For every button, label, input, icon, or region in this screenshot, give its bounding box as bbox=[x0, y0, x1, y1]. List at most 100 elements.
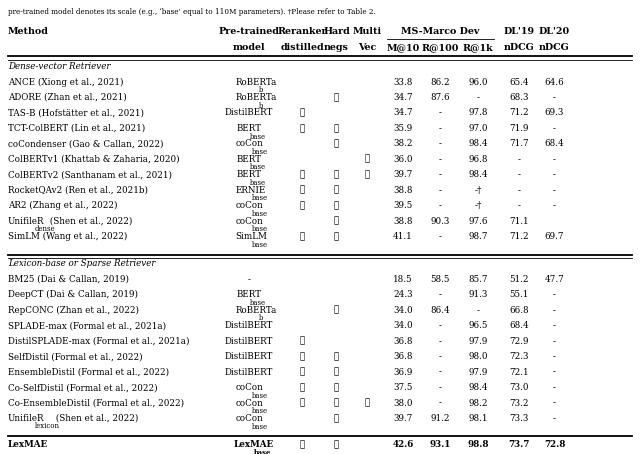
Text: -: - bbox=[439, 291, 442, 299]
Text: BERT: BERT bbox=[237, 170, 262, 179]
Text: -: - bbox=[553, 321, 556, 330]
Text: 97.9: 97.9 bbox=[468, 368, 488, 377]
Text: SimLM: SimLM bbox=[235, 232, 267, 241]
Text: 98.4: 98.4 bbox=[468, 139, 488, 148]
Text: DistilBERT: DistilBERT bbox=[225, 321, 273, 330]
Text: 24.3: 24.3 bbox=[393, 291, 413, 299]
Text: 41.1: 41.1 bbox=[393, 232, 413, 241]
Text: coCondenser (Gao & Callan, 2022): coCondenser (Gao & Callan, 2022) bbox=[8, 139, 163, 148]
Text: base: base bbox=[252, 423, 268, 430]
Text: 36.0: 36.0 bbox=[393, 155, 413, 164]
Text: 97.6: 97.6 bbox=[468, 217, 488, 226]
Text: -: - bbox=[553, 170, 556, 179]
Text: SimLM (Wang et al., 2022): SimLM (Wang et al., 2022) bbox=[8, 232, 127, 241]
Text: ColBERTv1 (Khattab & Zaharia, 2020): ColBERTv1 (Khattab & Zaharia, 2020) bbox=[8, 155, 179, 164]
Text: LexMAE: LexMAE bbox=[234, 440, 274, 449]
Text: 97.0: 97.0 bbox=[468, 124, 488, 133]
Text: -: - bbox=[553, 306, 556, 315]
Text: -: - bbox=[439, 124, 442, 133]
Text: RoBERTa: RoBERTa bbox=[236, 78, 277, 87]
Text: Co-EnsembleDistil (Formal et al., 2022): Co-EnsembleDistil (Formal et al., 2022) bbox=[8, 399, 184, 408]
Text: SelfDistil (Formal et al., 2022): SelfDistil (Formal et al., 2022) bbox=[8, 352, 142, 361]
Text: R@1k: R@1k bbox=[463, 43, 493, 52]
Text: -: - bbox=[553, 414, 556, 423]
Text: TCT-ColBERT (Lin et al., 2021): TCT-ColBERT (Lin et al., 2021) bbox=[8, 124, 145, 133]
Text: ✓: ✓ bbox=[334, 352, 339, 361]
Text: -: - bbox=[553, 368, 556, 377]
Text: ✓: ✓ bbox=[300, 337, 305, 345]
Text: -: - bbox=[439, 337, 442, 345]
Text: -: - bbox=[553, 352, 556, 361]
Text: -: - bbox=[439, 139, 442, 148]
Text: base: base bbox=[252, 210, 268, 218]
Text: 96.8: 96.8 bbox=[468, 155, 488, 164]
Text: -: - bbox=[439, 109, 442, 118]
Text: ✓: ✓ bbox=[334, 232, 339, 241]
Text: 68.4: 68.4 bbox=[509, 321, 529, 330]
Text: 98.8: 98.8 bbox=[467, 440, 489, 449]
Text: 37.5: 37.5 bbox=[393, 383, 413, 392]
Text: -: - bbox=[553, 201, 556, 210]
Text: 71.9: 71.9 bbox=[509, 124, 529, 133]
Text: 64.6: 64.6 bbox=[545, 78, 564, 87]
Text: 68.3: 68.3 bbox=[509, 93, 529, 102]
Text: coCon: coCon bbox=[235, 399, 263, 408]
Text: -: - bbox=[477, 306, 479, 315]
Text: nDCG: nDCG bbox=[504, 43, 534, 52]
Text: ✓: ✓ bbox=[334, 217, 339, 226]
Text: 36.8: 36.8 bbox=[393, 337, 413, 345]
Text: Multi: Multi bbox=[353, 27, 381, 36]
Text: 35.9: 35.9 bbox=[393, 124, 412, 133]
Text: -: - bbox=[247, 275, 250, 284]
Text: b: b bbox=[259, 315, 263, 322]
Text: base: base bbox=[252, 392, 268, 400]
Text: 71.2: 71.2 bbox=[509, 109, 529, 118]
Text: ✓: ✓ bbox=[334, 201, 339, 210]
Text: 47.7: 47.7 bbox=[545, 275, 564, 284]
Text: (Shen et al., 2022): (Shen et al., 2022) bbox=[47, 217, 132, 226]
Text: 55.1: 55.1 bbox=[509, 291, 529, 299]
Text: -: - bbox=[439, 186, 442, 195]
Text: 91.3: 91.3 bbox=[468, 291, 488, 299]
Text: lexicon: lexicon bbox=[35, 422, 60, 430]
Text: Reranker: Reranker bbox=[277, 27, 327, 36]
Text: 33.8: 33.8 bbox=[393, 78, 413, 87]
Text: 72.3: 72.3 bbox=[509, 352, 529, 361]
Text: ✓: ✓ bbox=[300, 186, 305, 195]
Text: negs: negs bbox=[324, 43, 349, 52]
Text: ✓: ✓ bbox=[334, 124, 339, 133]
Text: 72.9: 72.9 bbox=[509, 337, 529, 345]
Text: -: - bbox=[517, 170, 520, 179]
Text: 69.7: 69.7 bbox=[545, 232, 564, 241]
Text: (Shen et al., 2022): (Shen et al., 2022) bbox=[52, 414, 138, 423]
Text: DistilSPLADE-max (Formal et al., 2021a): DistilSPLADE-max (Formal et al., 2021a) bbox=[8, 337, 189, 345]
Text: -: - bbox=[553, 124, 556, 133]
Text: RoBERTa: RoBERTa bbox=[236, 306, 277, 315]
Text: ✓: ✓ bbox=[300, 109, 305, 118]
Text: Hard: Hard bbox=[323, 27, 350, 36]
Text: BERT: BERT bbox=[237, 124, 262, 133]
Text: base: base bbox=[250, 133, 266, 140]
Text: -: - bbox=[439, 352, 442, 361]
Text: base: base bbox=[252, 241, 268, 249]
Text: ✓: ✓ bbox=[334, 414, 339, 423]
Text: -: - bbox=[553, 155, 556, 164]
Text: 97.9: 97.9 bbox=[468, 337, 488, 345]
Text: DistilBERT: DistilBERT bbox=[225, 109, 273, 118]
Text: ✓: ✓ bbox=[300, 440, 305, 449]
Text: Co-SelfDistil (Formal et al., 2022): Co-SelfDistil (Formal et al., 2022) bbox=[8, 383, 157, 392]
Text: 98.2: 98.2 bbox=[468, 399, 488, 408]
Text: -: - bbox=[517, 201, 520, 210]
Text: -: - bbox=[439, 368, 442, 377]
Text: BERT: BERT bbox=[237, 291, 262, 299]
Text: 98.4: 98.4 bbox=[468, 383, 488, 392]
Text: dense: dense bbox=[35, 225, 55, 232]
Text: 36.8: 36.8 bbox=[393, 352, 413, 361]
Text: 98.1: 98.1 bbox=[468, 414, 488, 423]
Text: 73.0: 73.0 bbox=[509, 383, 529, 392]
Text: ANCE (Xiong et al., 2021): ANCE (Xiong et al., 2021) bbox=[8, 78, 124, 87]
Text: 90.3: 90.3 bbox=[431, 217, 450, 226]
Text: 51.2: 51.2 bbox=[509, 275, 529, 284]
Text: 71.7: 71.7 bbox=[509, 139, 529, 148]
Text: 38.8: 38.8 bbox=[393, 217, 413, 226]
